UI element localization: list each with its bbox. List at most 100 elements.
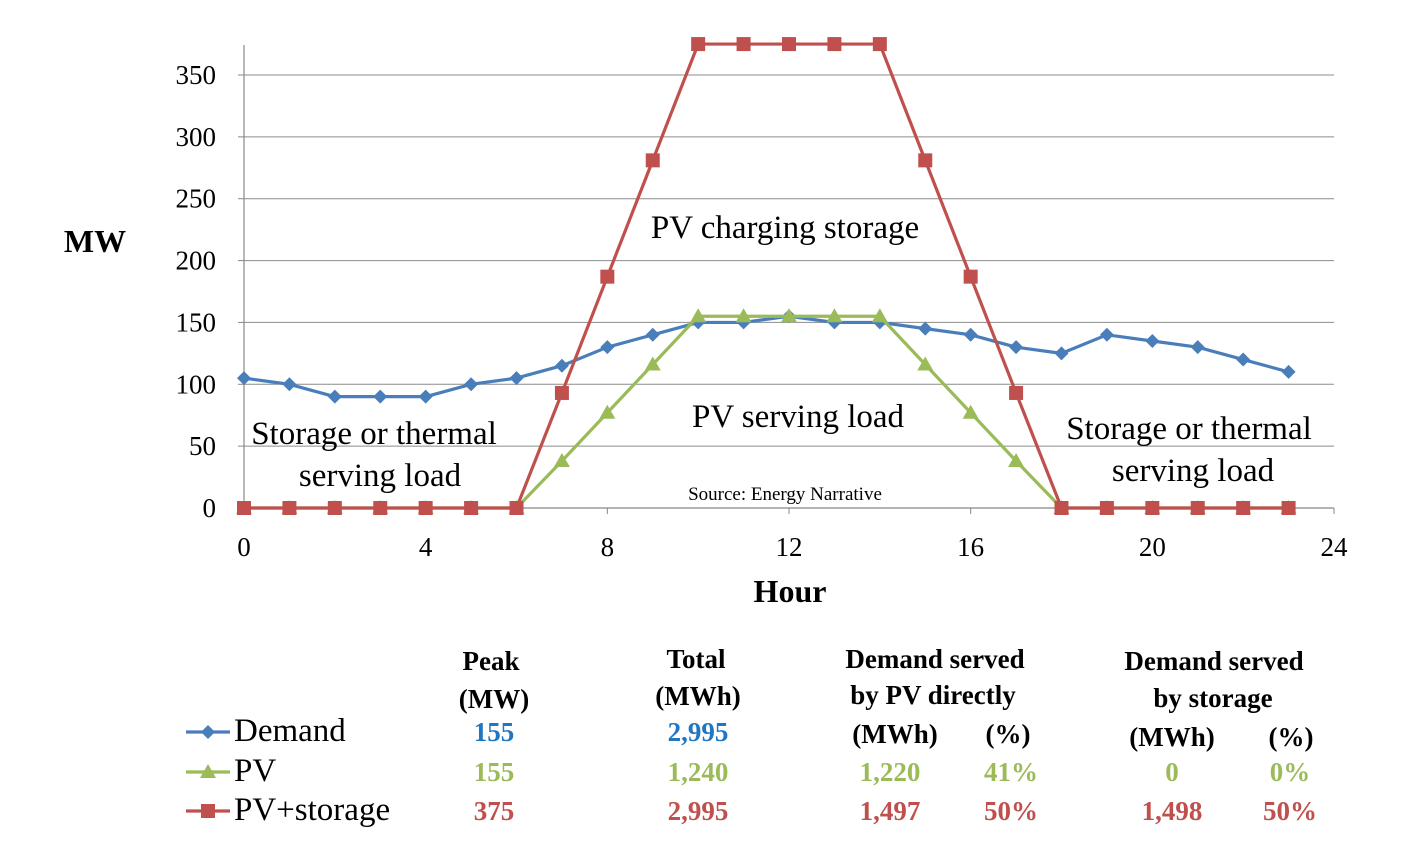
x-tick-label: 24 <box>1321 532 1349 562</box>
annotation-right-line1: Storage or thermal <box>1066 411 1312 447</box>
y-axis-title: MW <box>64 223 126 259</box>
table-rows: Demand 155 2,995 PV 155 1,240 1,220 41% 0 0% PV+st… <box>186 713 1317 828</box>
x-axis-title: Hour <box>754 573 827 609</box>
data-table: Peak (MW) Total (MWh) Demand served by P… <box>186 644 1317 828</box>
cell-pv_mwh: 1,497 <box>860 796 921 826</box>
point-demand <box>554 358 569 373</box>
point-demand <box>418 389 433 404</box>
x-tick-label: 8 <box>601 532 615 562</box>
legend-marker-demand <box>201 725 215 739</box>
point-pv-storage <box>1236 501 1251 515</box>
point-pv <box>690 308 707 323</box>
cell-st_pct: 50% <box>1263 796 1317 826</box>
header-total-2: (MWh) <box>655 681 740 711</box>
y-tick-label: 0 <box>203 493 217 523</box>
annotation-serving: PV serving load <box>692 399 905 435</box>
point-pv <box>599 404 616 419</box>
point-demand <box>600 340 615 355</box>
annotation-left-line2: serving load <box>299 458 462 494</box>
point-demand <box>464 377 479 392</box>
annotation-charging: PV charging storage <box>651 210 919 246</box>
cell-pv_pct: 50% <box>984 796 1038 826</box>
point-pv-storage <box>691 37 706 52</box>
header-pv-mwh: (MWh) <box>852 719 937 749</box>
table-row-pv: PV 155 1,240 1,220 41% 0 0% <box>186 753 1310 789</box>
header-pv-2: by PV directly <box>850 680 1016 710</box>
series-pv-storage <box>237 37 1296 515</box>
point-pv <box>871 308 888 323</box>
point-demand <box>373 389 388 404</box>
cell-pv_pct: 41% <box>984 757 1038 787</box>
point-pv-storage <box>373 501 388 515</box>
point-pv-storage <box>963 269 978 284</box>
point-demand <box>1190 340 1205 355</box>
y-tick-label: 50 <box>189 431 216 461</box>
header-storage-1: Demand served <box>1124 646 1303 676</box>
point-demand <box>1009 340 1024 355</box>
point-pv <box>644 356 661 371</box>
legend-marker-pv <box>200 764 216 778</box>
legend-marker-pv-storage <box>201 804 215 818</box>
point-demand <box>963 327 978 342</box>
point-pv-storage <box>418 501 433 515</box>
header-peak-2: (MW) <box>459 684 529 714</box>
tick-labels: 0 50 100 150 200 250 300 350 0 4 8 12 16 20 24 <box>176 60 1349 562</box>
point-pv <box>553 452 570 467</box>
point-pv-storage <box>1054 501 1069 515</box>
header-peak-1: Peak <box>463 646 520 676</box>
annotation-right-line2: serving load <box>1112 453 1275 489</box>
cell-peak: 155 <box>474 717 515 747</box>
point-demand <box>327 389 342 404</box>
point-demand <box>1099 327 1114 342</box>
x-tick-label: 16 <box>957 532 984 562</box>
point-pv-storage <box>1099 501 1114 515</box>
point-demand <box>645 327 660 342</box>
x-tick-label: 12 <box>776 532 803 562</box>
point-pv-storage <box>1190 501 1205 515</box>
point-pv <box>1008 452 1025 467</box>
source-note: Source: Energy Narrative <box>688 484 882 505</box>
point-demand <box>1281 364 1296 379</box>
point-pv-storage <box>645 153 660 168</box>
point-pv-storage <box>1009 385 1024 400</box>
point-pv <box>962 404 979 419</box>
series-demand <box>237 309 1296 404</box>
table-row-pv-storage: PV+storage 375 2,995 1,497 50% 1,498 50% <box>186 792 1317 828</box>
point-pv-storage <box>464 501 479 515</box>
y-tick-label: 250 <box>176 184 217 214</box>
line-demand <box>243 314 1290 399</box>
point-demand <box>1054 346 1069 361</box>
point-pv-storage <box>237 501 251 515</box>
cell-total: 2,995 <box>668 717 729 747</box>
point-pv-storage <box>1281 501 1296 515</box>
annotations: PV charging storage PV serving load Stor… <box>251 210 1312 505</box>
cell-pv_mwh: 1,220 <box>860 757 921 787</box>
point-pv-storage <box>509 501 524 515</box>
header-storage-pct: (%) <box>1269 722 1314 752</box>
y-tick-label: 200 <box>176 246 217 276</box>
cell-st_mwh: 0 <box>1165 757 1179 787</box>
series-layer <box>236 37 1297 515</box>
y-tick-label: 100 <box>176 369 217 399</box>
y-tick-label: 300 <box>176 122 217 152</box>
line-pv-storage <box>244 42 1289 510</box>
point-demand <box>918 321 933 336</box>
point-pv <box>826 308 843 323</box>
point-demand <box>237 371 251 386</box>
point-pv-storage <box>872 37 887 52</box>
header-pv-pct: (%) <box>986 719 1031 749</box>
cell-st_pct: 0% <box>1270 757 1311 787</box>
cell-total: 1,240 <box>668 757 729 787</box>
cell-peak: 375 <box>474 796 515 826</box>
point-pv-storage <box>327 501 342 515</box>
point-pv-storage <box>736 37 751 52</box>
cell-st_mwh: 1,498 <box>1142 796 1203 826</box>
point-pv <box>917 356 934 371</box>
x-tick-label: 4 <box>419 532 433 562</box>
point-pv-storage <box>600 269 615 284</box>
table-row-demand: Demand 155 2,995 <box>186 713 728 749</box>
point-demand <box>1145 333 1160 348</box>
point-demand <box>282 377 297 392</box>
point-pv <box>735 308 752 323</box>
